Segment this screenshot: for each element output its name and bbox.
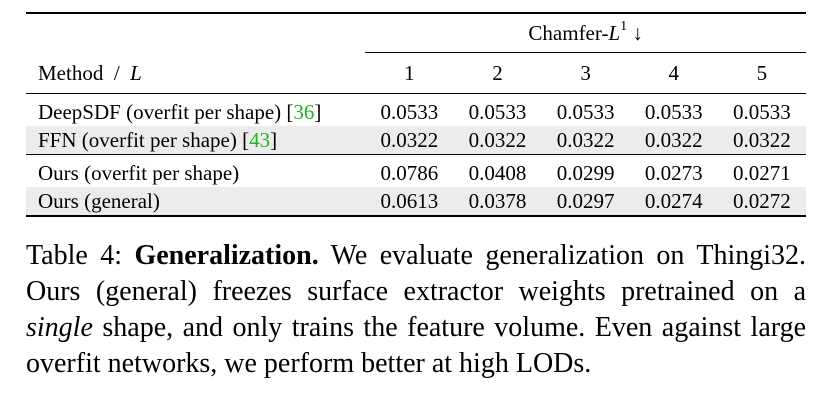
table-cell: 0.0271 bbox=[717, 154, 806, 187]
results-table-container: Chamfer-L1 ↓ Method / L 1 2 3 4 5 DeepSD… bbox=[26, 12, 806, 217]
table-cell: 0.0613 bbox=[365, 187, 454, 217]
table-cell: 0.0533 bbox=[453, 93, 542, 126]
caption-emphasis: single bbox=[26, 312, 93, 343]
table-row: FFN (overfit per shape) [43] 0.0322 0.03… bbox=[26, 126, 806, 155]
caption-title: Generalization. bbox=[134, 240, 319, 271]
table-cell: 0.0322 bbox=[629, 126, 718, 155]
caption-text: We evaluate generalization on Thingi32. … bbox=[26, 240, 807, 307]
table-cell: 0.0273 bbox=[629, 154, 718, 187]
method-name: Ours (general) bbox=[26, 187, 366, 217]
chamfer-header: Chamfer-L1 ↓ bbox=[365, 12, 806, 53]
table-caption: Table 4: Generalization. We evaluate gen… bbox=[26, 238, 806, 382]
table-cell: 0.0533 bbox=[629, 93, 718, 126]
method-name: DeepSDF (overfit per shape) bbox=[38, 100, 282, 124]
table-cell: 0.0322 bbox=[365, 126, 454, 155]
table-cell: 0.0299 bbox=[541, 154, 630, 187]
method-name: FFN (overfit per shape) bbox=[38, 128, 237, 152]
table-cell: 0.0274 bbox=[629, 187, 718, 217]
table-cell: 0.0322 bbox=[453, 126, 542, 155]
table-cell: 0.0786 bbox=[365, 154, 454, 187]
header-row: Method / L 1 2 3 4 5 bbox=[26, 53, 806, 94]
table-row: Ours (general) 0.0613 0.0378 0.0297 0.02… bbox=[26, 187, 806, 217]
method-name: Ours (overfit per shape) bbox=[26, 154, 366, 187]
column-header: 3 bbox=[580, 61, 591, 85]
table-row: Ours (overfit per shape) 0.0786 0.0408 0… bbox=[26, 154, 806, 187]
table-cell: 0.0272 bbox=[717, 187, 806, 217]
table-cell: 0.0533 bbox=[717, 93, 806, 126]
caption-text: shape, and only trains the feature volum… bbox=[26, 312, 807, 379]
column-header: 4 bbox=[668, 61, 679, 85]
table-cell: 0.0322 bbox=[541, 126, 630, 155]
column-header: 1 bbox=[404, 61, 415, 85]
table-cell: 0.0378 bbox=[453, 187, 542, 217]
caption-label: Table 4: bbox=[26, 240, 122, 271]
table-cell: 0.0297 bbox=[541, 187, 630, 217]
table-cell: 0.0533 bbox=[541, 93, 630, 126]
column-header: 2 bbox=[492, 61, 503, 85]
table-cell: 0.0408 bbox=[453, 154, 542, 187]
column-header: 5 bbox=[756, 61, 768, 85]
table-row: DeepSDF (overfit per shape) [36] 0.0533 … bbox=[26, 93, 806, 126]
table-cell: 0.0322 bbox=[717, 126, 806, 155]
header-group-row: Chamfer-L1 ↓ bbox=[26, 12, 806, 53]
method-header: Method / L bbox=[38, 60, 142, 85]
table-cell: 0.0533 bbox=[365, 93, 454, 126]
citation-link[interactable]: 36 bbox=[293, 100, 315, 124]
results-table: Chamfer-L1 ↓ Method / L 1 2 3 4 5 DeepSD… bbox=[26, 12, 806, 217]
citation-link[interactable]: 43 bbox=[249, 128, 271, 152]
